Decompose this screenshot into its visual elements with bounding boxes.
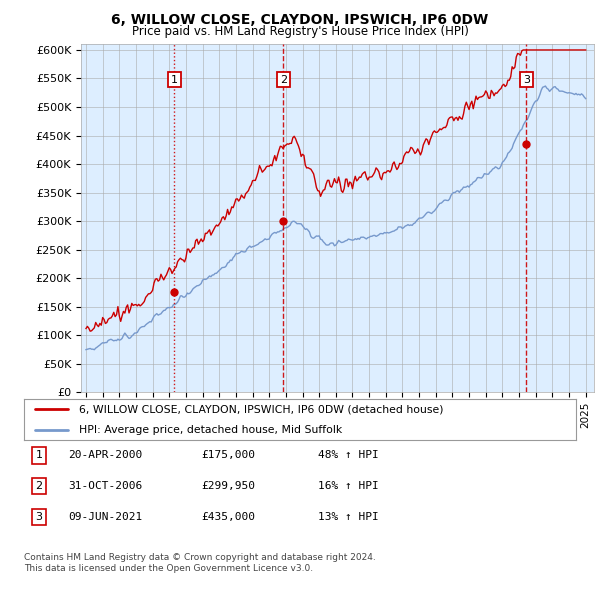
Text: 20-APR-2000: 20-APR-2000 <box>68 451 142 460</box>
Text: This data is licensed under the Open Government Licence v3.0.: This data is licensed under the Open Gov… <box>24 565 313 573</box>
Text: HPI: Average price, detached house, Mid Suffolk: HPI: Average price, detached house, Mid … <box>79 425 343 434</box>
Text: 48% ↑ HPI: 48% ↑ HPI <box>317 451 379 460</box>
Text: 2: 2 <box>280 74 287 84</box>
Text: 16% ↑ HPI: 16% ↑ HPI <box>317 481 379 491</box>
Text: 1: 1 <box>171 74 178 84</box>
Text: 6, WILLOW CLOSE, CLAYDON, IPSWICH, IP6 0DW (detached house): 6, WILLOW CLOSE, CLAYDON, IPSWICH, IP6 0… <box>79 405 444 414</box>
Text: 13% ↑ HPI: 13% ↑ HPI <box>317 512 379 522</box>
Text: Price paid vs. HM Land Registry's House Price Index (HPI): Price paid vs. HM Land Registry's House … <box>131 25 469 38</box>
Text: 3: 3 <box>35 512 43 522</box>
Text: £299,950: £299,950 <box>201 481 255 491</box>
Text: 31-OCT-2006: 31-OCT-2006 <box>68 481 142 491</box>
Text: £435,000: £435,000 <box>201 512 255 522</box>
Text: Contains HM Land Registry data © Crown copyright and database right 2024.: Contains HM Land Registry data © Crown c… <box>24 553 376 562</box>
Text: 2: 2 <box>35 481 43 491</box>
Text: 09-JUN-2021: 09-JUN-2021 <box>68 512 142 522</box>
Text: 3: 3 <box>523 74 530 84</box>
Text: £175,000: £175,000 <box>201 451 255 460</box>
Text: 1: 1 <box>35 451 43 460</box>
Text: 6, WILLOW CLOSE, CLAYDON, IPSWICH, IP6 0DW: 6, WILLOW CLOSE, CLAYDON, IPSWICH, IP6 0… <box>112 13 488 27</box>
